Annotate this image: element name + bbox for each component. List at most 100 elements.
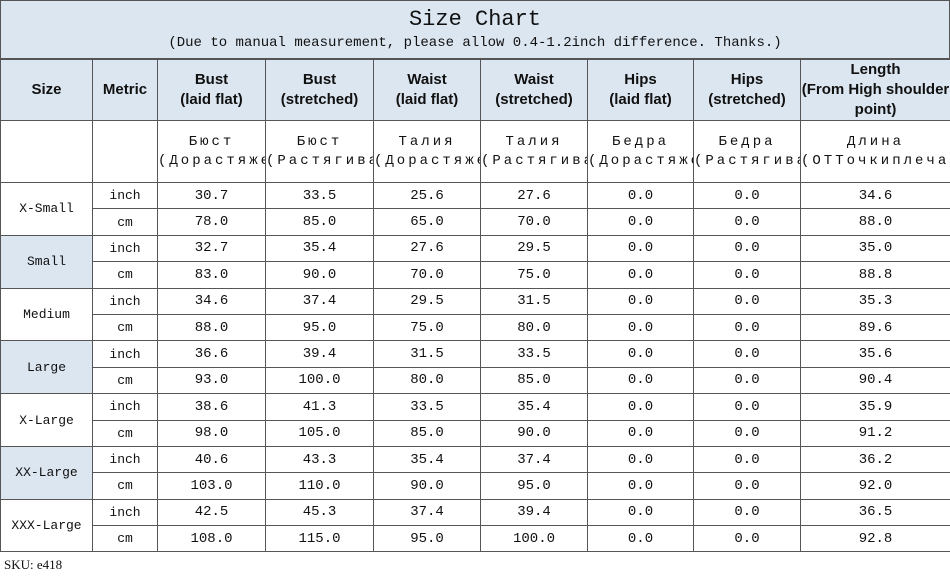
value-cell: 91.2 <box>800 419 950 447</box>
value-cell: 100.0 <box>265 366 374 395</box>
metric-cell: cm <box>92 472 158 500</box>
value-cell: 0.0 <box>587 208 694 236</box>
value-cell: 33.5 <box>373 393 481 421</box>
value-cell: 103.0 <box>157 472 266 500</box>
value-cell: 70.0 <box>480 208 588 236</box>
subtitle: (Due to manual measurement, please allow… <box>168 35 782 51</box>
value-cell: 90.0 <box>265 261 374 289</box>
value-cell: 33.5 <box>265 181 374 210</box>
value-cell: 33.5 <box>480 340 588 368</box>
value-cell: 95.0 <box>265 313 374 342</box>
header-cell: Bust (laid flat) <box>157 59 266 121</box>
value-cell: 0.0 <box>693 393 801 421</box>
value-cell: 0.0 <box>693 445 801 474</box>
data-row: cm 78.0 85.0 65.0 70.0 0.0 0.0 88.0 <box>1 208 950 236</box>
size-cell: Large <box>0 340 93 395</box>
value-cell: 0.0 <box>693 287 801 315</box>
value-cell: 0.0 <box>587 525 694 553</box>
value-cell: 115.0 <box>265 525 374 553</box>
value-cell: 38.6 <box>157 393 266 421</box>
data-row: cm 88.0 95.0 75.0 80.0 0.0 0.0 89.6 <box>1 313 950 342</box>
header-text: (laid flat) <box>180 91 243 108</box>
value-cell: 85.0 <box>373 419 481 447</box>
metric-cell: cm <box>92 261 158 289</box>
value-cell: 0.0 <box>693 340 801 368</box>
value-cell: 35.4 <box>265 234 374 263</box>
value-cell: 98.0 <box>157 419 266 447</box>
value-cell: 65.0 <box>373 208 481 236</box>
value-cell: 37.4 <box>480 445 588 474</box>
metric-cell: cm <box>92 208 158 236</box>
value-cell: 0.0 <box>587 181 694 210</box>
data-row: XXX-Large inch 42.5 45.3 37.4 39.4 0.0 0.0 36.5 <box>0 498 950 553</box>
data-row: Medium inch 34.6 37.4 29.5 31.5 0.0 0.0 35.3 <box>0 287 950 342</box>
value-cell: 35.6 <box>800 340 950 368</box>
size-cell: X-Small <box>0 182 93 236</box>
header-row: Size Metric Bust (laid flat) Bust (stretched)… <box>0 59 950 121</box>
metric-cell: cm <box>92 419 158 447</box>
size-cell: XX-Large <box>0 445 93 500</box>
value-cell: 42.5 <box>157 498 266 527</box>
russian-header-cell: Бедра (Дорастяжения) <box>587 120 694 183</box>
header-cell: Metric <box>92 59 158 121</box>
russian-header-cell: Бюст (Растягиваетс <box>265 120 374 183</box>
header-cell: Length (From High shoulder point) <box>800 59 950 121</box>
value-cell: 100.0 <box>480 525 588 553</box>
header-cell: Waist (stretched) <box>480 59 588 121</box>
metric-cell: cm <box>92 525 158 553</box>
value-cell: 105.0 <box>265 419 374 447</box>
data-row: X-Large inch 38.6 41.3 33.5 35.4 0.0 0.0 35.9 <box>0 393 950 447</box>
value-cell: 90.4 <box>800 366 950 395</box>
value-cell: 95.0 <box>373 525 481 553</box>
value-cell: 85.0 <box>480 366 588 395</box>
value-cell: 0.0 <box>587 393 694 421</box>
value-cell: 0.0 <box>587 340 694 368</box>
title: Size Chart <box>408 7 542 32</box>
metric-cell: inch <box>92 234 158 263</box>
value-cell: 0.0 <box>587 313 694 342</box>
header-text: Hips <box>730 71 764 88</box>
value-cell: 0.0 <box>587 472 694 500</box>
header-text: Length <box>850 61 901 78</box>
value-cell: 41.3 <box>265 393 374 421</box>
value-cell: 75.0 <box>480 261 588 289</box>
value-cell: 110.0 <box>265 472 374 500</box>
data-row: X-Small inch 30.7 33.5 25.6 27.6 0.0 0.0 34.6 <box>0 181 950 236</box>
header-text: (laid flat) <box>609 91 672 108</box>
value-cell: 29.5 <box>373 287 481 315</box>
russian-header-cell: Бюст (Дорастяжения) <box>157 120 266 183</box>
metric-cell: inch <box>92 445 158 474</box>
header-cell: Size <box>0 59 93 121</box>
metric-cell: inch <box>92 393 158 421</box>
value-cell: 0.0 <box>693 208 801 236</box>
size-cell: Medium <box>0 287 93 342</box>
header-text: (stretched) <box>280 91 359 108</box>
data-row: cm 103.0 110.0 90.0 95.0 0.0 0.0 92.0 <box>1 472 950 500</box>
header-text: (laid flat) <box>395 91 459 108</box>
value-cell: 88.0 <box>800 208 950 236</box>
value-cell: 34.6 <box>157 287 266 315</box>
size-cell: Small <box>0 234 93 289</box>
value-cell: 31.5 <box>480 287 588 315</box>
value-cell: 29.5 <box>480 234 588 263</box>
metric-cell: inch <box>92 340 158 368</box>
value-cell: 25.6 <box>373 181 481 210</box>
value-cell: 92.8 <box>800 525 950 553</box>
data-row: cm 108.0 115.0 95.0 100.0 0.0 0.0 92.8 <box>1 525 950 553</box>
value-cell: 0.0 <box>693 419 801 447</box>
value-cell: 108.0 <box>157 525 266 553</box>
value-cell: 70.0 <box>373 261 481 289</box>
value-cell: 0.0 <box>587 366 694 395</box>
header-cell: Hips (laid flat) <box>587 59 694 121</box>
data-row: XX-Large inch 40.6 43.3 35.4 37.4 0.0 0.0 36.2 <box>0 445 950 500</box>
header-text: Bust <box>194 71 229 88</box>
value-cell: 35.9 <box>800 393 950 421</box>
value-cell: 36.6 <box>157 340 266 368</box>
russian-header-cell: Длина (ОТТочкиплеча) <box>800 120 950 183</box>
value-cell: 0.0 <box>587 445 694 474</box>
size-table: Size Metric Bust (laid flat) Bust (stretched)… <box>0 59 950 553</box>
value-cell: 39.4 <box>265 340 374 368</box>
value-cell: 88.8 <box>800 261 950 289</box>
value-cell: 0.0 <box>587 498 694 527</box>
value-cell: 0.0 <box>693 472 801 500</box>
